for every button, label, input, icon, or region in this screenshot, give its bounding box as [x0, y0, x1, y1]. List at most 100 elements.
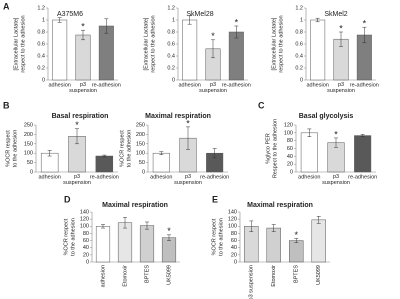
y-tick-label: 60: [231, 238, 237, 244]
significance-mark: *: [81, 22, 85, 32]
significance-mark: *: [167, 226, 171, 236]
panel-label: A: [3, 1, 10, 11]
error-bar: [57, 17, 62, 23]
error-bar: [307, 128, 312, 137]
y-tick-label: 100: [24, 151, 33, 157]
x-tick-label: UK5099: [166, 265, 172, 285]
bar: [266, 227, 281, 263]
y-tick-label: 40: [231, 245, 237, 251]
y-tick-label: 0.8: [295, 29, 303, 35]
error-bar: [339, 31, 343, 47]
error-bar: [211, 39, 215, 59]
chart-title: SkMel2: [324, 11, 347, 18]
x-tick-label: BPTES: [294, 265, 300, 283]
x-tick-label: BPTES: [144, 265, 150, 283]
error-bar: [187, 15, 192, 25]
significance-mark: *: [186, 118, 190, 128]
y-tick-label: 1.2: [295, 5, 303, 11]
y-tick-label: 60: [287, 146, 293, 152]
y-tick-label: 0.2: [295, 65, 303, 71]
bar: [52, 19, 68, 81]
x-tick-label: re-adhesion: [350, 82, 379, 88]
y-tick-label: 100: [228, 224, 237, 230]
y-axis-label: %OCR respect: [119, 130, 125, 167]
x-tick-label: re-adhesion: [348, 174, 377, 180]
chart-title: Basal glycolysis: [299, 113, 354, 120]
y-tick-label: 140: [228, 209, 237, 215]
x-tick-label: p3 suspension: [174, 174, 202, 186]
bar: [228, 31, 244, 81]
error-bar: [81, 29, 85, 41]
chart-title: Maximal respiration: [102, 202, 168, 209]
x-tick-label: Etomoxir: [122, 265, 128, 287]
y-tick-label: 80: [287, 138, 293, 144]
x-tick-label: adhesion: [150, 174, 172, 180]
chart-title: Maximal respiration: [145, 113, 211, 120]
y-tick-label: 120: [80, 217, 89, 223]
x-tick-label: adhesion: [49, 82, 71, 88]
bar: [98, 25, 114, 81]
chart-panel: Maximal respiration %OCR respect to the ad…: [119, 113, 229, 187]
error-bar: [186, 126, 190, 150]
y-tick-label: 0: [142, 169, 145, 175]
significance-mark: *: [334, 129, 338, 139]
error-bar: [249, 220, 254, 232]
y-axis-label: %OCR respect: [211, 218, 217, 255]
y-axis-label: to the adhesion: [12, 130, 18, 168]
significance-mark: *: [235, 17, 239, 27]
x-tick-label: p3 suspension: [322, 174, 350, 186]
x-tick-label: Etomoxir: [271, 265, 277, 287]
error-bar: [316, 216, 321, 224]
y-tick-label: 1.2: [37, 5, 45, 11]
y-tick-label: 150: [136, 141, 145, 147]
panel-label: E: [212, 194, 218, 204]
y-tick-label: 80: [83, 231, 89, 237]
y-axis-label: to the adhesion: [70, 218, 76, 256]
panel-label: D: [64, 194, 71, 204]
x-tick-label: adhesion: [307, 82, 329, 88]
y-axis-label: %OCR respect: [63, 218, 69, 255]
y-axis-label: respect to the adhesion: [20, 15, 26, 72]
error-bar: [271, 224, 276, 232]
chart-title: A375M6: [57, 11, 83, 18]
y-axis-label: %glyco PER: [265, 133, 271, 164]
error-bar: [159, 151, 164, 155]
y-axis-label: [Extracellular Lactate]: [271, 17, 277, 70]
y-tick-label: 120: [228, 217, 237, 223]
chart-panel: C Basal glycolysis %glyco PER Respect to th…: [258, 100, 377, 186]
bar: [182, 19, 198, 81]
error-bar: [47, 150, 52, 157]
x-tick-label: UK5099: [316, 265, 322, 285]
y-tick-label: 20: [231, 252, 237, 258]
chart-panel: E Maximal respiration %OCR respect to the a…: [211, 194, 330, 299]
x-tick-label: adhesion: [298, 174, 320, 180]
y-tick-label: 100: [136, 151, 145, 157]
bar: [310, 19, 326, 81]
x-tick-label: adhesion: [100, 265, 106, 287]
y-tick-label: 0.6: [167, 41, 175, 47]
bar: [95, 155, 114, 173]
y-axis-label: [Extracellular Lactate]: [143, 17, 149, 70]
bar: [75, 34, 91, 81]
y-tick-label: 100: [80, 224, 89, 230]
y-tick-label: 0: [300, 77, 303, 83]
chart-title: Maximal respiration: [247, 202, 313, 209]
bar: [117, 222, 133, 263]
y-tick-label: 120: [284, 122, 293, 128]
chart-title: Basal respiration: [52, 113, 109, 120]
bar: [152, 152, 170, 173]
y-tick-label: 140: [80, 209, 89, 215]
error-bar: [104, 18, 109, 34]
x-tick-label: re-adhesion: [222, 82, 251, 88]
y-tick-label: 80: [231, 231, 237, 237]
error-bar: [101, 224, 105, 229]
x-tick-label: p3 suspension: [63, 174, 91, 186]
y-axis-label: [Extracellular Lactate]: [13, 17, 19, 70]
y-axis-label: %OCR respect: [5, 130, 11, 167]
y-tick-label: 0.8: [167, 29, 175, 35]
panel-label: B: [3, 100, 10, 110]
x-tick-label: adhesion: [39, 174, 61, 180]
x-tick-label: p3 suspension: [327, 82, 355, 94]
x-tick-label: p3 suspension: [249, 265, 255, 299]
